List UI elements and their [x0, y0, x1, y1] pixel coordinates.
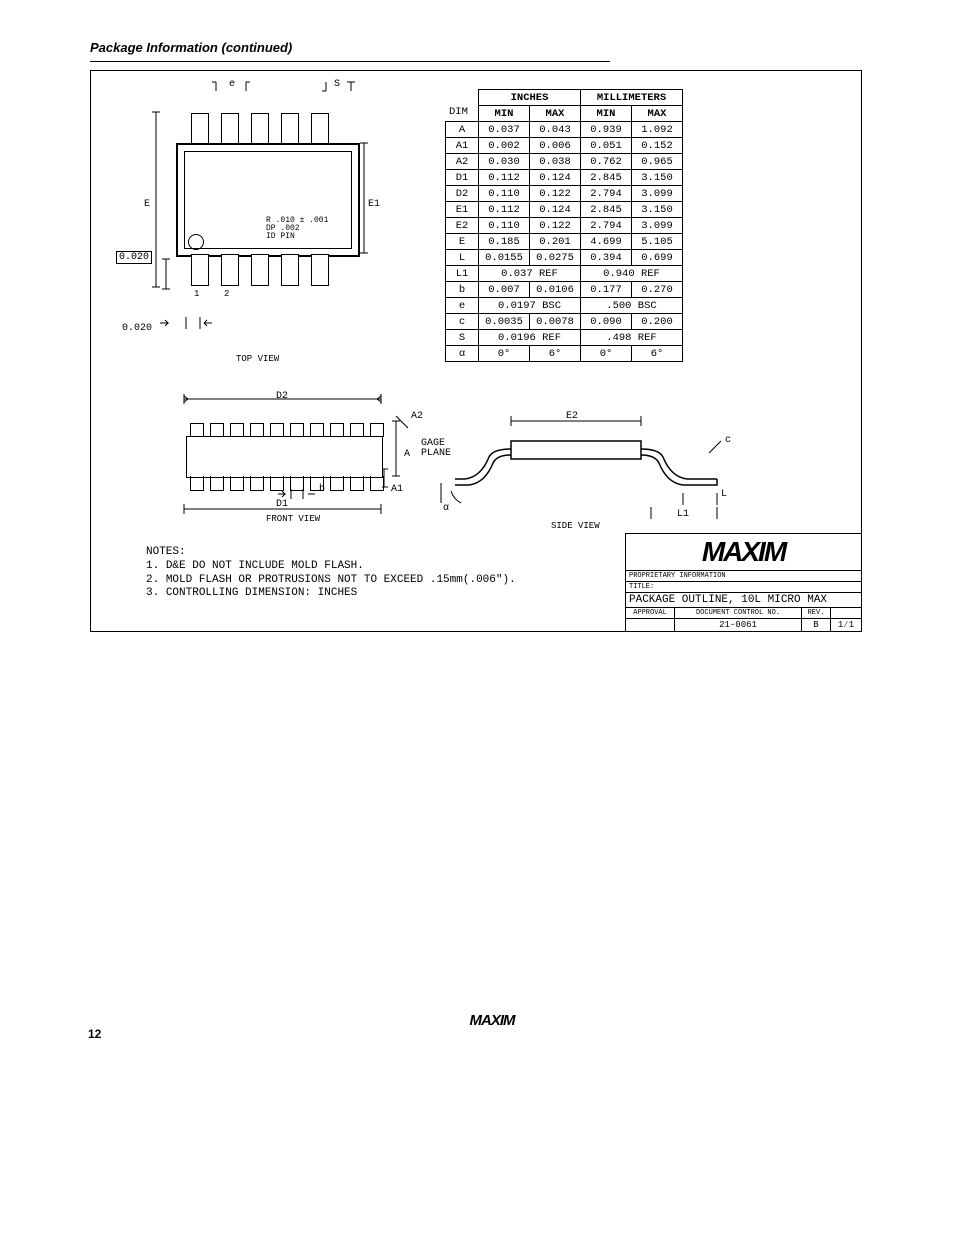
table-row: b0.0070.01060.1770.270 — [446, 282, 683, 298]
alpha-label: α — [443, 503, 449, 514]
top-view-label: TOP VIEW — [236, 354, 279, 364]
notes-block: NOTES: 1. D&E DO NOT INCLUDE MOLD FLASH.… — [146, 546, 516, 601]
note-item: 2. MOLD FLASH OR PROTRUSIONS NOT TO EXCE… — [146, 574, 516, 588]
section-title-2: (continued) — [222, 40, 293, 55]
title-label: TITLE: — [626, 582, 861, 593]
table-col: MAX — [632, 106, 683, 122]
table-col-dim: DIM — [449, 106, 468, 118]
table-row: L10.037 REF0.940 REF — [446, 266, 683, 282]
front-leg — [190, 476, 204, 491]
front-shoulder — [290, 423, 304, 437]
front-leg — [210, 476, 224, 491]
front-shoulder — [270, 423, 284, 437]
side-view-label: SIDE VIEW — [551, 521, 600, 531]
dim-020-vert: 0.020 — [116, 251, 152, 264]
front-shoulder — [250, 423, 264, 437]
docctrl-number: 21-0061 — [675, 619, 802, 631]
l-label: L — [721, 489, 727, 500]
page-number: 12 — [88, 1027, 101, 1041]
table-header-mm: MILLIMETERS — [581, 90, 683, 106]
sheet-value: 1⁄1 — [831, 619, 861, 631]
b-label: b — [319, 484, 325, 495]
front-leg — [350, 476, 364, 491]
table-row: e0.0197 BSC.500 BSC — [446, 298, 683, 314]
front-shoulder — [210, 423, 224, 437]
approval-label: APPROVAL — [626, 608, 675, 618]
dim-s-label: S — [334, 79, 340, 90]
front-shoulder — [190, 423, 204, 437]
front-view: D2 D1 — [176, 391, 401, 526]
dim-e-label: e — [229, 79, 235, 90]
maxim-logo: MAXIM — [626, 534, 861, 571]
dimension-table: INCHES MILLIMETERS MIN MAX MIN MAX A0.03… — [445, 89, 683, 362]
topview-dim-lines — [116, 109, 406, 309]
table-row: E20.1100.1222.7943.099 — [446, 218, 683, 234]
table-row: c0.00350.00780.0900.200 — [446, 314, 683, 330]
header-rule — [90, 61, 610, 62]
b-dim — [276, 487, 336, 501]
docctrl-label: DOCUMENT CONTROL NO. — [675, 608, 802, 618]
front-shoulder — [310, 423, 324, 437]
footer-logo: MAXIM — [90, 1012, 894, 1029]
table-row: α0°6°0°6° — [446, 346, 683, 362]
side-view: GAGEPLANE — [421, 411, 751, 531]
table-row: L0.01550.02750.3940.699 — [446, 250, 683, 266]
section-title: Package Information (continued) — [90, 40, 610, 55]
table-header-inches: INCHES — [479, 90, 581, 106]
notes-heading: NOTES: — [146, 546, 516, 560]
table-row: E10.1120.1242.8453.150 — [446, 202, 683, 218]
dim-020-arrows — [158, 315, 278, 333]
note-item: 3. CONTROLLING DIMENSION: INCHES — [146, 587, 516, 601]
c-label: c — [725, 435, 731, 446]
rev-label: REV. — [802, 608, 831, 618]
front-body — [186, 436, 383, 478]
drawing-frame: e S R .010 ± .001DP .002ID PIN 1 2 E — [90, 70, 862, 632]
note-item: 1. D&E DO NOT INCLUDE MOLD FLASH. — [146, 560, 516, 574]
section-title-1: Package Information — [90, 40, 218, 55]
table-row: D20.1100.1222.7943.099 — [446, 186, 683, 202]
front-shoulder — [350, 423, 364, 437]
front-leg — [230, 476, 244, 491]
front-shoulder — [330, 423, 344, 437]
proprietary-label: PROPRIETARY INFORMATION — [626, 571, 861, 582]
front-view-label: FRONT VIEW — [266, 514, 320, 524]
rev-value: B — [802, 619, 831, 631]
table-col: MAX — [530, 106, 581, 122]
dim-020-horz: 0.020 — [122, 323, 152, 334]
table-row: A20.0300.0380.7620.965 — [446, 154, 683, 170]
front-shoulder — [230, 423, 244, 437]
top-dims-svg — [116, 79, 406, 99]
table-row: A0.0370.0430.9391.092 — [446, 122, 683, 138]
e2-label: E2 — [566, 411, 578, 422]
table-row: S0.0196 REF.498 REF — [446, 330, 683, 346]
table-row: D10.1120.1242.8453.150 — [446, 170, 683, 186]
table-col: MIN — [581, 106, 632, 122]
table-row: A10.0020.0060.0510.152 — [446, 138, 683, 154]
front-leg — [250, 476, 264, 491]
title-text: PACKAGE OUTLINE, 10L MICRO MAX — [626, 593, 861, 608]
top-view: e S R .010 ± .001DP .002ID PIN 1 2 E — [116, 79, 406, 359]
title-block: MAXIM PROPRIETARY INFORMATION TITLE: PAC… — [625, 533, 861, 631]
side-view-svg — [421, 411, 751, 531]
d2-dim-line — [176, 391, 401, 406]
table-col: MIN — [479, 106, 530, 122]
d2-label: D2 — [276, 391, 288, 402]
l1-label: L1 — [677, 509, 689, 520]
table-row: E0.1850.2014.6995.105 — [446, 234, 683, 250]
